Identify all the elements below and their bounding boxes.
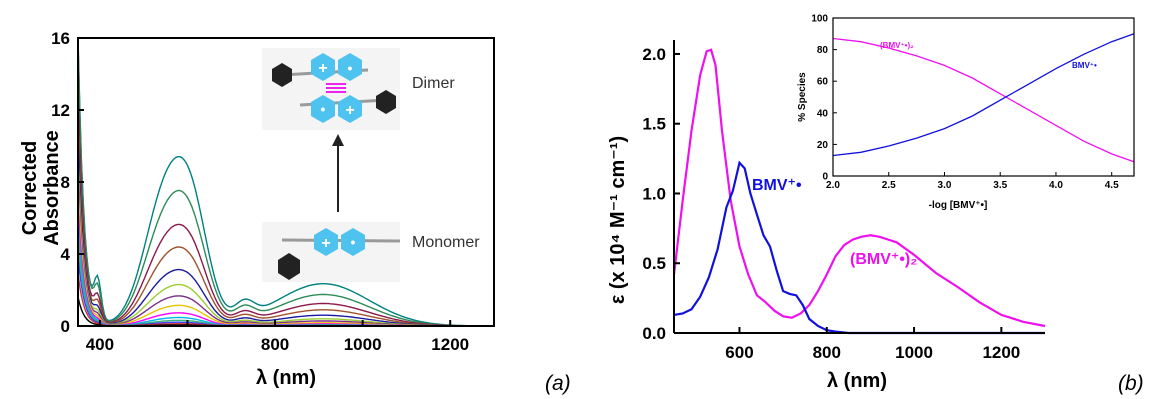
panel-a-x-ticks: 400 600 800 1000 1200 <box>86 320 469 354</box>
monomer-molecule: + • <box>278 228 401 280</box>
pyridinium-hexagon-icon <box>314 228 338 256</box>
inset-background <box>833 18 1134 176</box>
panel-a-y-axis-label-line1: Corrected <box>19 141 41 235</box>
y-tick-label: 40 <box>817 108 829 119</box>
dimer-top-molecule: + • <box>272 53 369 87</box>
x-tick-label: 600 <box>173 335 201 354</box>
x-tick-label: 1000 <box>895 343 933 362</box>
y-tick-label: 80 <box>817 45 829 56</box>
inset-frame <box>832 17 1135 177</box>
x-tick-label: 1200 <box>982 343 1020 362</box>
inset-series-label-dimer: (BMV⁺•)₂ <box>880 41 914 50</box>
x-tick-label: 4.0 <box>1049 180 1063 191</box>
dimer-bottom-molecule: • + <box>299 90 396 123</box>
x-tick-label: 3.0 <box>938 180 952 191</box>
x-tick-label: 1200 <box>431 335 469 354</box>
x-tick-label: 2.0 <box>826 180 840 191</box>
phenyl-hexagon-icon <box>278 253 300 280</box>
inset-x-ticks: 2.0 2.5 3.0 3.5 4.0 4.5 <box>826 172 1119 191</box>
panel-b: 600 800 1000 1200 0.00.51.01.52.0 λ (nm) ε … <box>607 14 1144 396</box>
inset-curves <box>832 33 1135 163</box>
epsilon-series-line <box>672 48 1046 328</box>
x-tick-label: 800 <box>813 343 841 362</box>
y-tick-label: 1.0 <box>642 184 666 203</box>
y-tick-label: 8 <box>61 173 70 192</box>
speciation-series-line <box>832 37 1135 163</box>
x-tick-label: 1000 <box>344 335 382 354</box>
y-tick-label: 12 <box>51 101 70 120</box>
absorbance-series-line <box>77 117 494 327</box>
x-tick-label: 800 <box>261 335 289 354</box>
panel-b-x-axis-label: λ (nm) <box>827 370 887 392</box>
series-label-dimer: (BMV⁺•)₂ <box>850 251 917 268</box>
y-tick-label: 16 <box>51 29 70 48</box>
x-tick-label: 600 <box>725 343 753 362</box>
inset-y-ticks: 0 20 40 60 80 100 <box>811 14 837 183</box>
dimer-bond-icon <box>326 83 346 93</box>
x-tick-label: 2.5 <box>882 180 896 191</box>
series-label-monomer: BMV⁺• <box>752 177 802 194</box>
speciation-series-line <box>832 33 1135 157</box>
panel-a-y-ticks: 0 4 8 12 16 <box>51 29 84 336</box>
y-tick-label: 4 <box>61 245 71 264</box>
plus-charge-icon: + <box>318 60 327 77</box>
y-tick-label: 60 <box>817 77 829 88</box>
y-tick-label: 0 <box>822 172 828 183</box>
y-tick-label: 20 <box>817 140 829 151</box>
inset-y-axis-label: % Species <box>797 72 808 122</box>
dimer-monomer-diagram: + • • + Dimer <box>262 48 480 282</box>
radical-dot-icon: • <box>351 234 356 250</box>
phenyl-hexagon-icon <box>376 90 396 114</box>
panel-b-label: (b) <box>1118 372 1144 395</box>
y-tick-label: 0.0 <box>642 324 666 343</box>
x-tick-label: 3.5 <box>993 180 1007 191</box>
pyridinium-hexagon-icon <box>338 53 362 81</box>
pyridinium-hexagon-icon <box>341 228 365 256</box>
arrow-up-icon <box>332 134 344 212</box>
panel-a-label: (a) <box>545 372 571 395</box>
panel-b-y-ticks: 0.0 0.5 1.0 1.5 2.0 <box>642 45 680 343</box>
panel-b-y-axis-label: ε (x 10⁴ M⁻¹ cm⁻¹) <box>607 136 629 304</box>
panel-a-y-axis-label-line2: Absorbance <box>41 130 63 246</box>
absorbance-series-line <box>77 37 494 327</box>
absorbance-series-line <box>77 37 494 327</box>
inset-x-axis-label: -log [BMV⁺•] <box>929 200 988 211</box>
x-tick-label: 4.5 <box>1105 180 1119 191</box>
inset-speciation-plot: 2.0 2.5 3.0 3.5 4.0 4.5 0 20 40 60 80 100 -log [BM… <box>797 14 1135 211</box>
plus-charge-icon: + <box>321 235 330 252</box>
y-tick-label: 100 <box>811 14 828 25</box>
y-tick-label: 1.5 <box>642 115 666 134</box>
dimer-label: Dimer <box>412 75 455 92</box>
pyridinium-hexagon-icon <box>311 95 335 123</box>
pyridinium-hexagon-icon <box>311 53 335 81</box>
pyridinium-hexagon-icon <box>338 95 362 123</box>
y-tick-label: 2.0 <box>642 45 666 64</box>
inset-series-label-monomer: BMV⁺• <box>1072 61 1097 70</box>
panel-b-x-ticks: 600 800 1000 1200 <box>725 327 1020 362</box>
phenyl-hexagon-icon <box>272 63 292 87</box>
y-tick-label: 0 <box>61 317 70 336</box>
plus-charge-icon: + <box>345 102 354 119</box>
y-tick-label: 0.5 <box>642 254 666 273</box>
radical-dot-icon: • <box>321 101 326 117</box>
radical-dot-icon: • <box>348 60 353 76</box>
panel-a: 400 600 800 1000 1200 0 4 8 12 16 λ (nm) Correct… <box>19 29 571 395</box>
panel-a-x-axis-label: λ (nm) <box>256 367 316 389</box>
x-tick-label: 400 <box>86 335 114 354</box>
monomer-label: Monomer <box>412 234 480 251</box>
